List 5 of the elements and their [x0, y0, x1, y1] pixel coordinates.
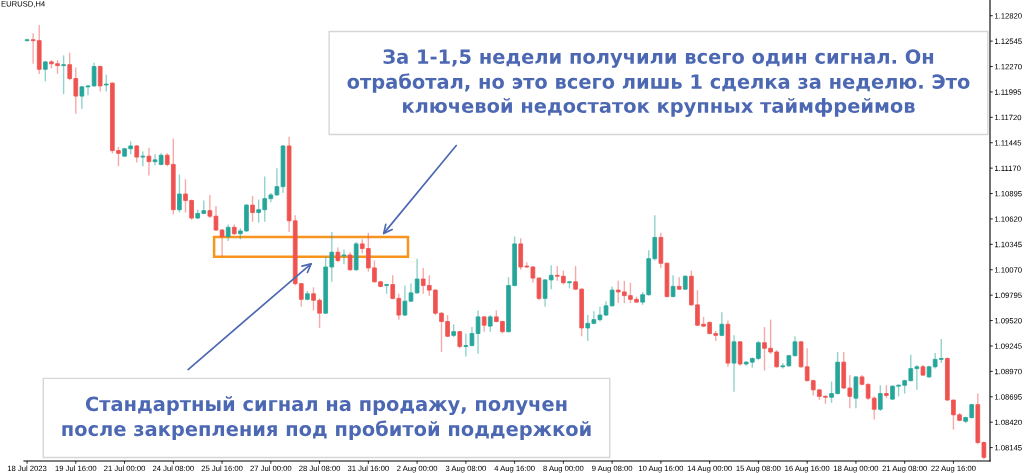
candlestick	[341, 248, 347, 265]
annotation: Стандартный сигнал на продажу, получен после закрепления под пробитой поддержкой	[62, 396, 591, 440]
annotation: За 1-1,5 недели получили всего один сигнал. Он отработал, но это всего лишь 1 сделка за неделю. Это ключевой недостаток крупных таймфреймов	[347, 49, 970, 117]
candlestick	[676, 276, 682, 291]
candlestick	[140, 150, 146, 167]
